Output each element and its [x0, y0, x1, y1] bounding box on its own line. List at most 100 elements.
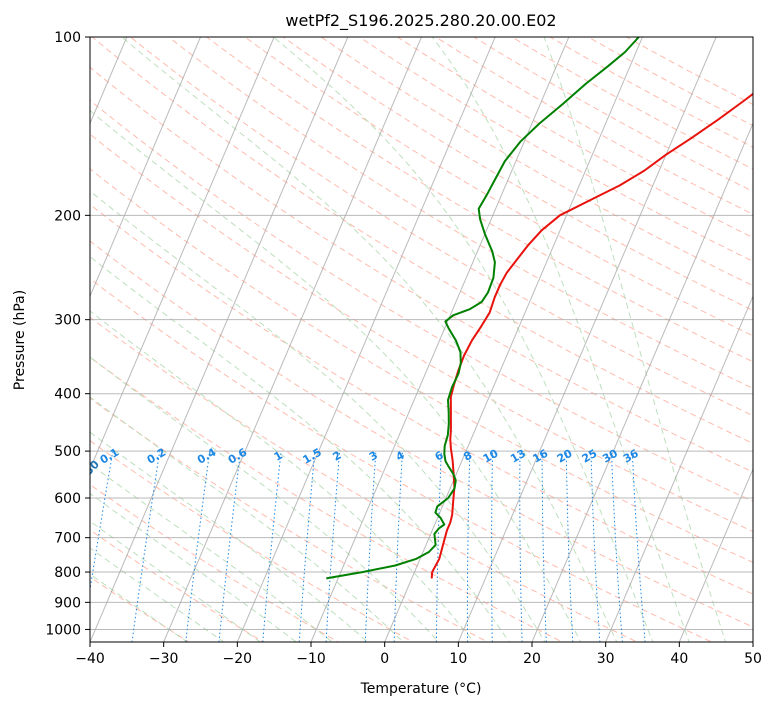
mixing-ratio-label: 30: [600, 447, 620, 466]
dry-adiabat: [587, 37, 753, 127]
moist-adiabat: [90, 431, 369, 642]
moist-adiabat: [431, 37, 690, 642]
mixing-ratio-line: [298, 451, 316, 642]
mixing-ratio-label: 25: [580, 447, 600, 466]
mixing-ratio-label: 1.5: [301, 446, 324, 467]
isotherm: [457, 37, 717, 642]
dry-adiabat: [90, 576, 190, 642]
dry-adiabat: [167, 37, 753, 389]
moist-adiabat: [90, 520, 262, 642]
moist-adiabat: [90, 492, 298, 642]
moist-adiabat: [90, 109, 582, 642]
y-tick-label: 600: [54, 491, 81, 507]
dry-adiabat: [625, 37, 753, 106]
x-tick-label: 0: [380, 651, 389, 667]
x-tick-label: −40: [75, 651, 105, 667]
dry-adiabat: [90, 168, 753, 563]
mixing-ratio-line: [325, 451, 341, 642]
dry-adiabat: [90, 483, 340, 642]
moist-adiabat: [273, 37, 654, 642]
mixing-ratio-line: [519, 451, 523, 642]
isotherm: [678, 467, 753, 642]
y-tick-label: 1000: [45, 622, 81, 638]
isotherm: [752, 640, 753, 642]
isotherm: [90, 37, 349, 642]
y-tick-label: 500: [54, 444, 81, 460]
x-axis-label: Temperature (°C): [360, 681, 482, 697]
mixing-ratio-label: 16: [530, 447, 550, 466]
mixing-ratio-label: 0.2: [145, 446, 168, 467]
plot-frame: [89, 36, 754, 643]
mixing-ratio-label: 36: [621, 447, 641, 466]
x-tick-label: 30: [597, 651, 615, 667]
dewpoint-profile: [326, 37, 640, 580]
x-tick-label: −20: [223, 651, 253, 667]
moist-adiabat: [121, 37, 618, 642]
dry-adiabat: [90, 397, 489, 642]
dry-adiabat: [90, 66, 753, 473]
mixing-ratio-line: [631, 451, 646, 642]
y-tick-label: 900: [54, 595, 81, 611]
isotherm: [90, 37, 275, 471]
mixing-ratio-line: [611, 451, 623, 642]
x-tick-label: −10: [296, 651, 326, 667]
dry-adiabat: [396, 37, 753, 239]
y-tick-label: 400: [54, 387, 81, 403]
moist-adiabat: [90, 396, 404, 642]
temperature-profile: [430, 92, 753, 579]
mixing-ratio-line: [218, 451, 241, 642]
mixing-ratio-line: [541, 451, 547, 642]
isotherm: [531, 122, 753, 642]
isotherm: [310, 37, 570, 642]
y-tick-label: 300: [54, 313, 81, 329]
mixing-ratio-line: [185, 451, 211, 642]
x-tick-label: 50: [744, 651, 762, 667]
dry-adiabat: [90, 240, 753, 628]
dry-adiabat: [91, 37, 753, 445]
moist-adiabat: [90, 573, 189, 642]
isotherm: [163, 37, 423, 642]
mixing-ratio-line: [435, 451, 442, 642]
dry-adiabat: [90, 356, 564, 642]
background-lines: [90, 37, 753, 642]
dry-adiabat: [129, 37, 753, 417]
x-tick-label: 20: [523, 651, 541, 667]
dry-adiabat: [90, 529, 265, 642]
y-tick-label: 100: [54, 30, 81, 46]
dry-adiabat: [244, 37, 753, 337]
x-tick-label: 10: [449, 651, 467, 667]
dry-adiabat: [90, 99, 753, 502]
axes: −40 −30 −20 −10 0 10 20 30 40 50 100 200 300 400 500 60…: [45, 30, 762, 667]
y-tick-label: 700: [54, 531, 81, 547]
x-tick-label: 40: [670, 651, 688, 667]
profile-series: [326, 37, 753, 580]
y-tick-label: 800: [54, 565, 81, 581]
moist-adiabat: [90, 547, 225, 642]
y-axis-label: Pressure (hPa): [12, 290, 28, 390]
mixing-ratio-line: [131, 451, 161, 642]
dry-adiabat: [90, 278, 713, 642]
mixing-ratio-line: [590, 451, 601, 642]
mixing-ratio-line: [565, 451, 574, 642]
dry-adiabat: [472, 37, 753, 193]
isotherm: [384, 37, 644, 642]
mixing-ratio-line: [90, 451, 114, 593]
mixing-ratio-label: 20: [555, 447, 575, 466]
mixing-ratio-line: [466, 451, 471, 642]
mixing-ratio-line: [491, 451, 494, 642]
x-tick-label: −30: [149, 651, 179, 667]
dry-adiabat: [90, 203, 753, 595]
mixing-ratio-line: [393, 451, 403, 642]
mixing-ratio-line: [364, 451, 377, 642]
moist-adiabat: [90, 256, 511, 642]
moist-adiabat: [543, 37, 727, 642]
mixing-ratio-label: 10: [481, 447, 501, 466]
y-tick-label: 200: [54, 208, 81, 224]
moist-adiabat: [90, 463, 333, 642]
isotherm: [605, 295, 753, 642]
dry-adiabat: [320, 37, 753, 287]
chart-title: wetPf2_S196.2025.280.20.00.E02: [285, 11, 556, 31]
dry-adiabat: [205, 37, 753, 363]
dry-adiabat: [511, 37, 753, 170]
